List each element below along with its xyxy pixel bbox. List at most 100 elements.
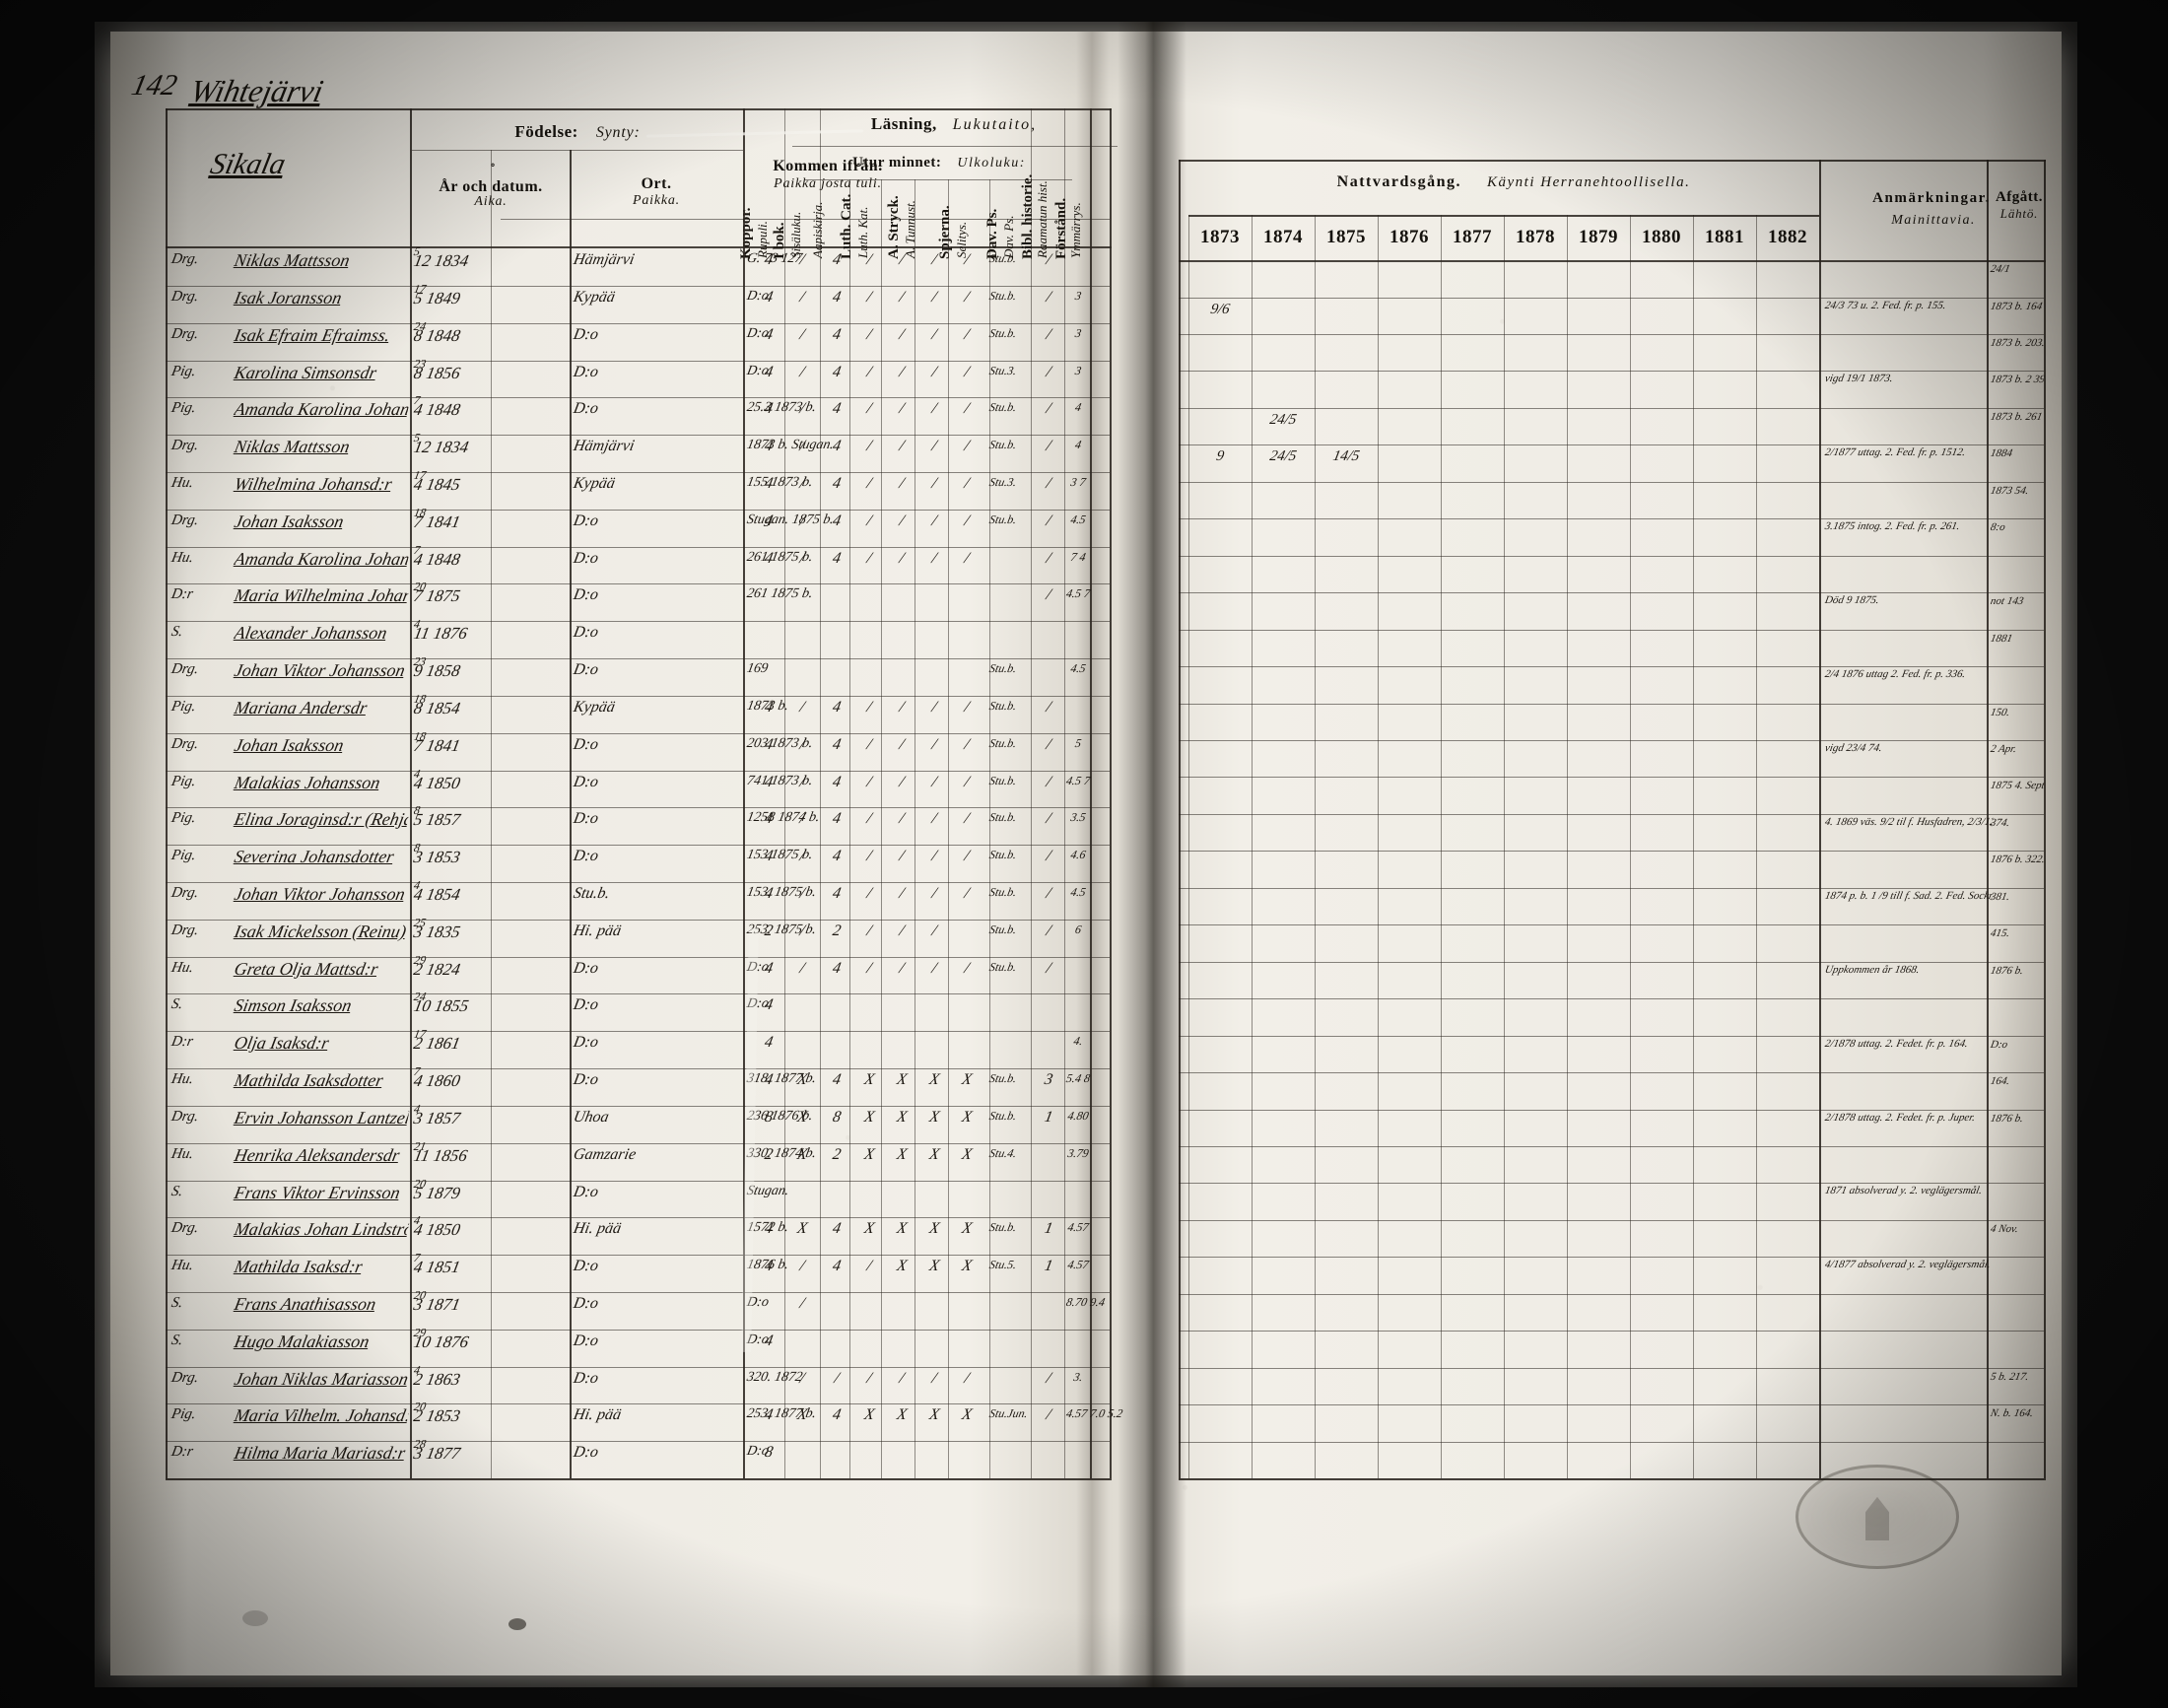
row-divider [1179, 1441, 2044, 1443]
row-understanding: 3 [1073, 288, 1083, 303]
row-reading-mark: / [963, 549, 971, 567]
row-in-book: / [798, 1294, 806, 1312]
row-reading-note: Stu.b. [987, 959, 1018, 974]
row-vid-lasforhor: / [1045, 363, 1052, 380]
row-birth-place: D:o [572, 1294, 600, 1312]
row-person-name: Hugo Malakiasson [233, 1331, 372, 1351]
row-reading-mark: / [865, 549, 873, 567]
row-reading-note: Stu.b. [987, 438, 1018, 452]
row-koppor: 4 [763, 251, 775, 268]
row-koppor: 4 [763, 363, 775, 380]
row-reading-mark: X [960, 1406, 974, 1424]
row-reading-mark: X [895, 1258, 909, 1275]
row-reading-mark: 4 [831, 884, 843, 902]
row-reading-mark: / [930, 325, 938, 343]
row-divider [1179, 1072, 2044, 1073]
row-vid-lasforhor: / [1045, 474, 1052, 492]
row-reading-mark: X [895, 1071, 909, 1088]
row-reading-mark: / [898, 922, 906, 939]
row-reading-note: Stu.b. [987, 512, 1018, 526]
year-column-divider [1630, 215, 1631, 1478]
year-column-header: 1880 [1642, 227, 1681, 247]
row-divider [166, 732, 1110, 734]
row-status-abbrev: Hu. [169, 1258, 195, 1274]
row-understanding: 4 [1073, 400, 1083, 415]
row-reading-note: Stu.b. [987, 1108, 1018, 1123]
row-reading-note: Stu.3. [987, 474, 1018, 489]
row-person-name: Alexander Johansson [233, 623, 389, 644]
row-reading-mark: / [898, 363, 906, 380]
row-understanding: 4.5 [1069, 884, 1087, 899]
row-divider [1179, 1331, 2044, 1332]
row-reading-mark: / [930, 884, 938, 902]
departed-note: D:o [1989, 1038, 2009, 1051]
remark-text: 2/1878 uttag. 2. Fedet. fr. p. 164. [1823, 1037, 1969, 1050]
row-reading-mark: / [963, 1369, 971, 1387]
row-reading-mark: / [898, 400, 906, 418]
row-divider [1179, 666, 2044, 667]
row-reading-note: Stu.b. [987, 884, 1018, 899]
departed-note: 415. [1989, 927, 2011, 940]
row-divider [1179, 887, 2044, 889]
year-column-header: 1876 [1389, 227, 1429, 247]
row-reading-note: Stu.3. [987, 363, 1018, 377]
row-understanding: 4.5 7 [1064, 773, 1092, 787]
row-vid-lasforhor: 1 [1043, 1258, 1054, 1275]
departed-note: 1876 b. [1989, 964, 2025, 977]
year-column-divider [1693, 215, 1694, 1478]
remark-text: 2/1878 uttag. 2. Fedet. fr. p. Juper. [1823, 1111, 1977, 1124]
open-book: 142 Wihtejärvi Sikala Födelse: Synty: ˚ … [95, 22, 2077, 1687]
remark-text: 2/1877 uttag. 2. Fed. fr. p. 1512. [1823, 446, 1967, 459]
row-birth-date: 5 1849 [412, 288, 462, 307]
row-divider [166, 770, 1110, 772]
row-divider [166, 845, 1110, 847]
row-reading-mark: 4 [831, 512, 843, 529]
departed-note: 1875 4. Sept. [1989, 780, 2046, 792]
row-person-name: Elina Joraginsd:r (Rehja) [233, 809, 411, 830]
row-reading-note: Stu.b. [987, 251, 1018, 265]
year-column-divider [1441, 215, 1442, 1478]
archive-stamp [1795, 1465, 1959, 1569]
row-reading-mark: / [898, 735, 906, 753]
row-status-abbrev: Drg. [169, 1220, 201, 1237]
row-person-name: Malakias Johansson [233, 772, 382, 792]
row-reading-mark: / [930, 512, 938, 529]
row-vid-lasforhor: / [1045, 1369, 1052, 1387]
row-reading-mark: 4 [831, 288, 843, 306]
year-column-divider [1315, 215, 1316, 1478]
row-reading-note: Stu.Jun. [987, 1406, 1030, 1421]
row-person-name: Simson Isaksson [233, 995, 354, 1016]
row-koppor: 4 [763, 810, 775, 828]
row-reading-mark: 4 [831, 438, 843, 455]
row-person-name: Wilhelmina Johansd:r [233, 473, 394, 494]
row-divider [166, 435, 1110, 437]
row-in-book: / [798, 1369, 806, 1387]
row-reading-mark: X [895, 1220, 909, 1238]
row-vid-lasforhor: / [1045, 400, 1052, 418]
row-vid-lasforhor: / [1045, 512, 1052, 529]
row-birth-date: 4 1854 [412, 884, 462, 904]
remark-text: vigd 23/4 74. [1823, 741, 1883, 754]
row-reading-note: Stu.b. [987, 400, 1018, 415]
row-reading-mark: X [862, 1071, 876, 1088]
year-column-header: 1882 [1768, 227, 1807, 247]
row-birth-place: Stu.b. [572, 884, 612, 902]
row-divider [166, 1255, 1110, 1257]
row-divider [1179, 739, 2044, 741]
row-vid-lasforhor: / [1045, 1406, 1052, 1424]
row-reading-mark: 8 [831, 1108, 843, 1126]
remark-text: 1874 p. b. 1 /9 till f. Sad. 2. Fed. Soc… [1823, 889, 1995, 902]
row-birth-date: 3 1877 [412, 1444, 462, 1464]
row-divider [1179, 703, 2044, 705]
row-birth-place: D:o [572, 400, 600, 418]
departed-note: 1876 b. [1989, 1112, 2025, 1125]
row-birth-place: D:o [572, 1183, 600, 1200]
row-reading-note: Stu.b. [987, 325, 1018, 340]
row-reading-mark: / [963, 512, 971, 529]
row-divider [1179, 555, 2044, 557]
year-column-divider [1252, 215, 1253, 1478]
row-reading-mark: X [960, 1258, 974, 1275]
row-divider [1179, 1404, 2044, 1406]
row-reading-mark: / [865, 773, 873, 790]
row-understanding: 3 [1073, 363, 1083, 377]
